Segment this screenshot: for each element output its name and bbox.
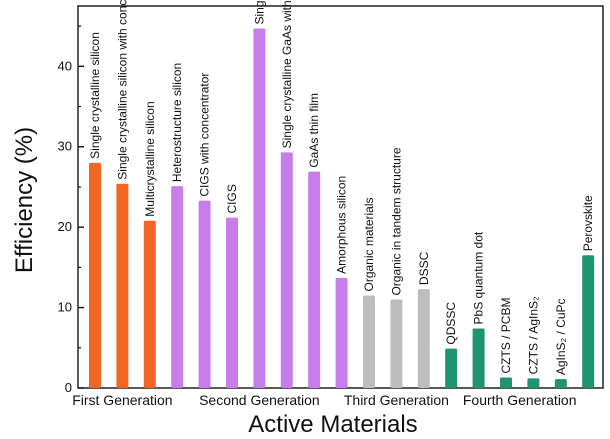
bar-label: CIGS with concentrator xyxy=(198,73,212,197)
bar xyxy=(445,348,458,388)
y-axis-title: Efficiency (%) xyxy=(11,127,38,273)
bar-label: Amorphous silicon xyxy=(335,176,349,274)
bar-label: CIGS xyxy=(225,184,239,213)
bar xyxy=(143,220,156,388)
bar xyxy=(417,289,430,388)
bar xyxy=(363,295,375,388)
bar xyxy=(472,328,485,388)
bar-label: PbS quantum dot xyxy=(472,231,486,324)
bar-label: CZTS / PCBM xyxy=(499,298,513,374)
bar-label: Single crystalline GaAs xyxy=(252,0,266,25)
generation-label: Second Generation xyxy=(199,392,320,408)
bar-label: QDSSC xyxy=(444,302,458,345)
bar-label: Perovskite xyxy=(581,195,595,251)
bar-label: DSSC xyxy=(417,251,431,285)
y-tick-label: 0 xyxy=(65,380,72,395)
bar-label: CZTS / AgInS₂ xyxy=(526,296,540,374)
bar xyxy=(171,186,184,388)
bar-label: Organic in tandem structure xyxy=(389,147,403,295)
generation-labels: First Generation Second Generation Third G… xyxy=(72,392,576,408)
y-tick-label: 10 xyxy=(58,300,72,315)
bar-label: Heterostructure silicon xyxy=(170,63,184,182)
generation-label: First Generation xyxy=(72,392,172,408)
bar xyxy=(253,28,266,389)
bar-label: Organic materials xyxy=(362,197,376,291)
generation-label: Fourth Generation xyxy=(463,392,577,408)
bar xyxy=(582,255,595,388)
bar xyxy=(226,217,238,388)
bar-label: Multicrystalline silicon xyxy=(143,101,157,216)
bar xyxy=(390,299,403,388)
x-axis-title: Active Materials xyxy=(248,411,417,438)
bar xyxy=(116,183,129,388)
y-axis: 0 10 20 30 40 xyxy=(58,25,84,395)
bar xyxy=(308,171,321,388)
bar-label: Single crystalline GaAs with concentrato… xyxy=(280,0,294,148)
bar xyxy=(554,379,567,388)
y-tick-label: 40 xyxy=(58,58,72,73)
bar-label: Single crystalline silicon with concentr… xyxy=(115,0,129,180)
bar xyxy=(527,378,540,388)
bar xyxy=(500,377,512,388)
bar-label: AgInS₂ / CuPc xyxy=(554,298,568,375)
bar-labels-layer: Single crystalline silicon Single crystal… xyxy=(88,0,595,375)
bar-label: GaAs thin film xyxy=(307,93,321,168)
y-tick-label: 30 xyxy=(58,139,72,154)
bar xyxy=(280,152,293,388)
bar xyxy=(335,277,348,388)
bar xyxy=(198,200,211,388)
bars-layer xyxy=(89,28,595,389)
generation-label: Third Generation xyxy=(344,392,449,408)
bar-label: Single crystalline silicon xyxy=(88,32,102,159)
bar xyxy=(89,162,101,388)
y-tick-label: 20 xyxy=(58,219,72,234)
